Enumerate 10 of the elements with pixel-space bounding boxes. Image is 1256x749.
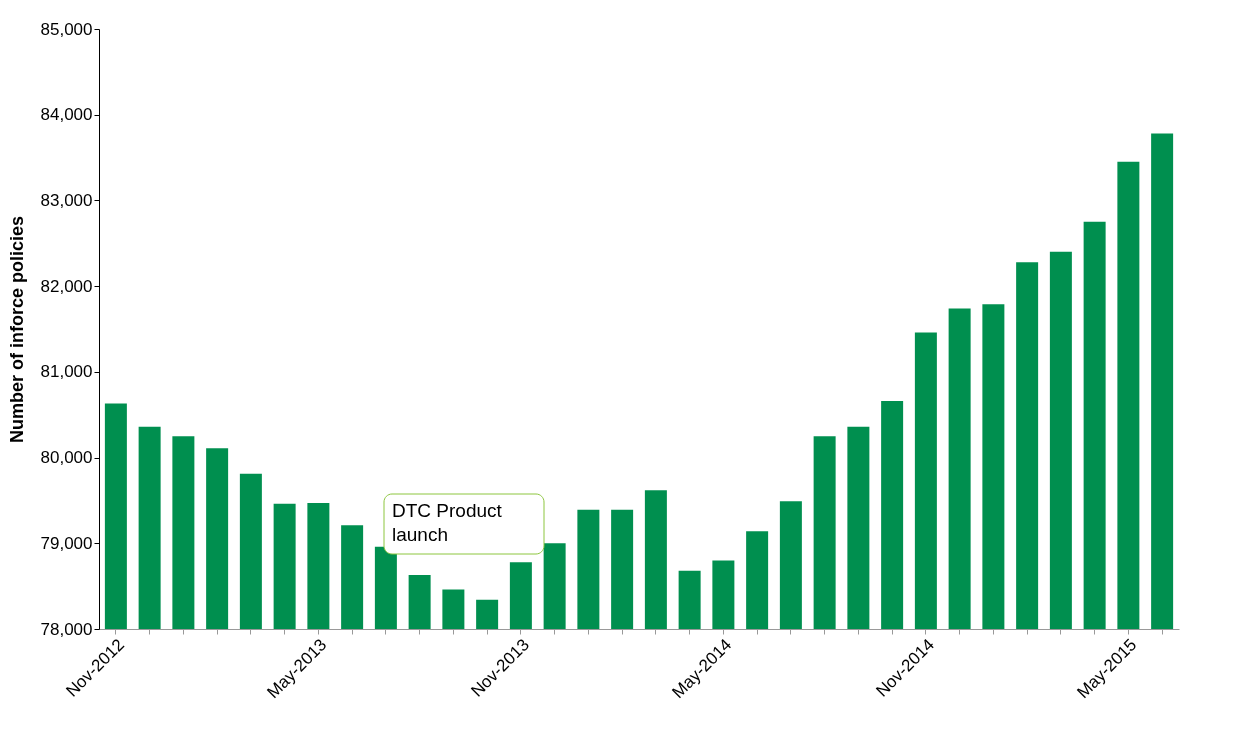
annotation: DTC Product launch	[392, 500, 503, 545]
y-tick-label: 82,000	[40, 276, 93, 296]
y-tick-label: 81,000	[40, 362, 93, 382]
y-tick-label: 79,000	[40, 533, 93, 553]
y-axis-title: Number of inforce policies	[6, 215, 27, 444]
y-tick-label: 85,000	[40, 19, 93, 39]
y-tick-label: 80,000	[40, 448, 93, 468]
y-tick-label: 78,000	[40, 619, 93, 639]
y-tick-label: 84,000	[40, 105, 93, 125]
y-tick-label: 83,000	[40, 190, 93, 210]
